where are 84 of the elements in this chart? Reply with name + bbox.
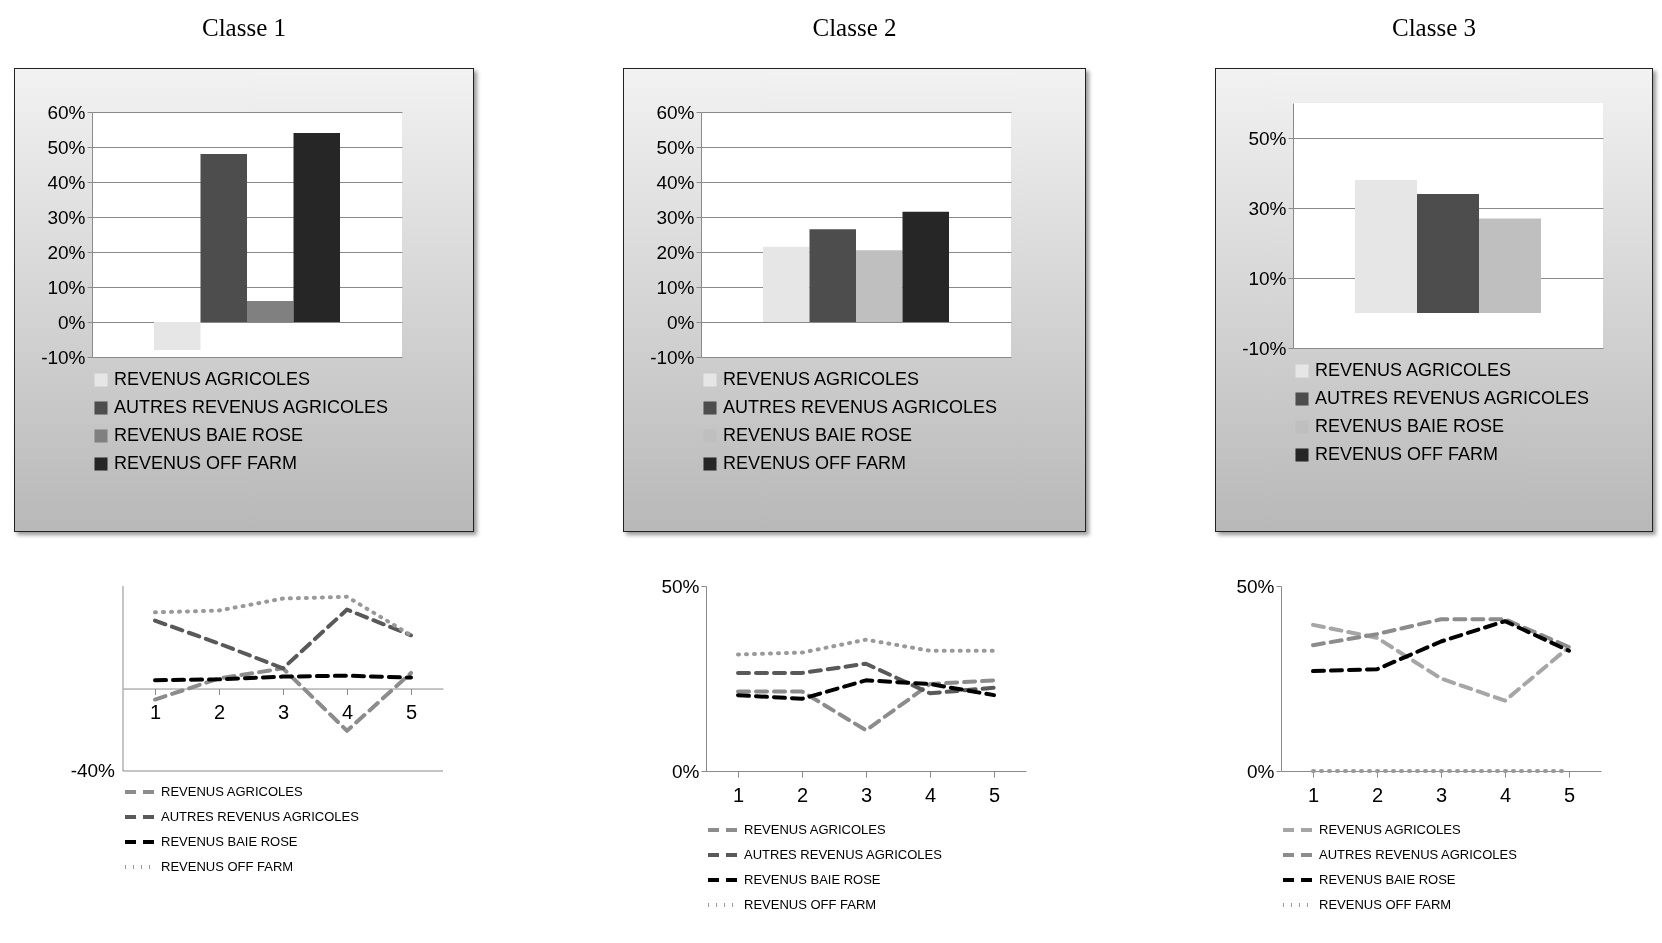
x-tick-label: 2 [213, 701, 226, 724]
legend-label: REVENUS OFF FARM [723, 453, 907, 473]
legend-label: AUTRES REVENUS AGRICOLES [114, 397, 389, 417]
text: -40% [70, 760, 116, 781]
line-series [736, 661, 996, 696]
legend-label: REVENUS AGRICOLES [161, 784, 303, 799]
legend-label: AUTRES REVENUS AGRICOLES [1319, 847, 1518, 862]
chart-title: Classe 1 [201, 14, 287, 42]
bar [902, 211, 949, 322]
bar [763, 246, 810, 322]
legend-label: AUTRES REVENUS AGRICOLES [723, 397, 998, 417]
bar [1417, 194, 1479, 313]
y-tick-label: 0% [672, 760, 700, 782]
x-tick-label: 1 [149, 701, 162, 724]
y-tick-label: 50% [661, 575, 700, 597]
y-tick-label: 0% [667, 311, 695, 333]
legend-label: AUTRES REVENUS AGRICOLES [161, 809, 360, 824]
bar [1479, 218, 1541, 313]
y-tick-label: 50% [47, 136, 86, 158]
bar [809, 229, 856, 322]
chart-title: Classe 3 [1391, 14, 1477, 42]
x-tick-label: 3 [860, 783, 873, 806]
x-tick-label: 1 [732, 783, 745, 806]
y-tick-label: 60% [656, 101, 695, 123]
y-tick-label: 0% [1247, 760, 1275, 782]
line-series [736, 678, 996, 733]
x-tick-label: 2 [796, 783, 809, 806]
x-tick-label: 3 [1435, 783, 1448, 806]
legend-label: AUTRES REVENUS AGRICOLES [744, 847, 943, 862]
x-tick-label: 5 [1563, 783, 1576, 806]
y-tick-label: 40% [47, 171, 86, 193]
legend-label: REVENUS BAIE ROSE [1319, 872, 1456, 887]
x-tick-label: 5 [405, 701, 418, 724]
line-series [1311, 619, 1571, 674]
y-tick-label: 40% [656, 171, 695, 193]
legend-label: REVENUS OFF FARM [161, 859, 294, 874]
y-tick-label: -10% [650, 346, 695, 368]
y-tick-label: 30% [47, 206, 86, 228]
y-tick-label: 0% [58, 311, 86, 333]
y-tick-label: 10% [656, 276, 695, 298]
y-tick-label: 20% [47, 241, 86, 263]
y-tick-label: 50% [1236, 575, 1275, 597]
bar [154, 322, 201, 350]
y-tick-label: -10% [1242, 337, 1287, 359]
legend-label: REVENUS AGRICOLES [1319, 822, 1461, 837]
x-tick-label: 3 [277, 701, 290, 724]
bar [293, 133, 340, 322]
legend-label: REVENUS OFF FARM [1319, 897, 1452, 912]
legend-label: REVENUS BAIE ROSE [744, 872, 881, 887]
y-tick-label: 10% [1248, 267, 1287, 289]
y-tick-label: 50% [656, 136, 695, 158]
bar [1355, 180, 1417, 313]
bar [856, 250, 903, 322]
chart-title: Classe 2 [811, 14, 898, 42]
line-series [1311, 622, 1571, 703]
y-tick-label: 30% [656, 206, 695, 228]
y-tick-label: 60% [47, 101, 86, 123]
legend-label: REVENUS AGRICOLES [744, 822, 886, 837]
x-tick-label: 4 [924, 783, 937, 806]
y-tick-label: 10% [47, 276, 86, 298]
legend-label: REVENUS AGRICOLES [114, 369, 311, 389]
legend-label: AUTRES REVENUS AGRICOLES [1315, 388, 1590, 408]
x-tick-label: 1 [1307, 783, 1320, 806]
line-series [736, 637, 996, 657]
legend-label: REVENUS AGRICOLES [1315, 360, 1512, 380]
y-tick-label: 30% [1248, 197, 1287, 219]
x-tick-label: 4 [341, 701, 354, 724]
legend-label: REVENUS OFF FARM [1315, 444, 1499, 464]
legend-label: REVENUS BAIE ROSE [723, 425, 913, 445]
legend-label: REVENUS AGRICOLES [723, 369, 920, 389]
legend-label: REVENUS BAIE ROSE [1315, 416, 1505, 436]
x-tick-label: 2 [1371, 783, 1384, 806]
bar [200, 154, 247, 322]
legend-label: REVENUS BAIE ROSE [114, 425, 304, 445]
y-tick-label: 50% [1248, 127, 1287, 149]
legend-label: REVENUS OFF FARM [744, 897, 877, 912]
x-tick-label: 4 [1499, 783, 1512, 806]
legend-label: REVENUS BAIE ROSE [161, 834, 298, 849]
legend-label: REVENUS OFF FARM [114, 453, 298, 473]
line-series [1311, 617, 1571, 650]
x-tick-label: 5 [988, 783, 1001, 806]
y-tick-label: 20% [656, 241, 695, 263]
y-tick-label: -10% [41, 346, 86, 368]
line-series [736, 678, 996, 701]
